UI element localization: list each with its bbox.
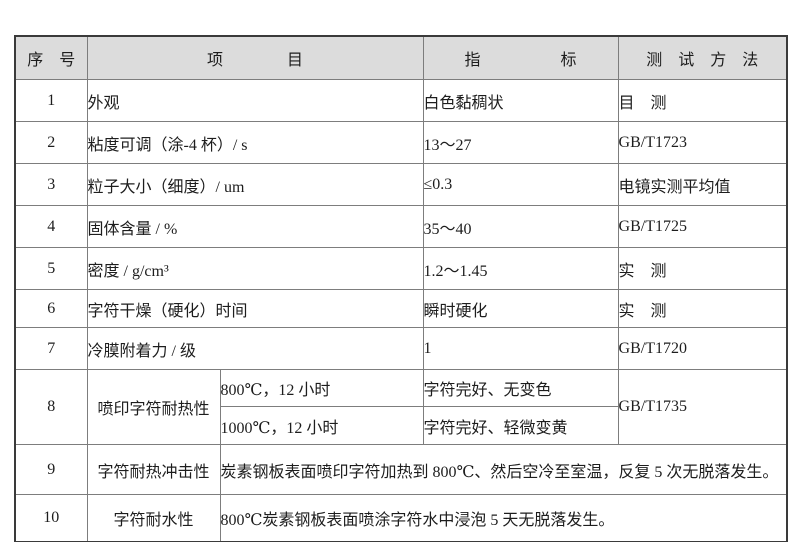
row-number: 4 bbox=[14, 205, 88, 248]
spec-cell: 字符完好、轻微变黄 bbox=[422, 406, 619, 445]
spec-table: 序 号 项 目 指 标 测 试 方 法 1 外观 白色黏稠状 目 测 2 粘度可… bbox=[14, 35, 789, 542]
row-number: 7 bbox=[14, 327, 88, 370]
table-row: 7 冷膜附着力 / 级 1 GB/T1720 bbox=[14, 327, 788, 370]
description-cell: 炭素钢板表面喷印字符加热到 800℃、然后空冷至室温，反复 5 次无脱落发生。 bbox=[219, 444, 788, 495]
item-cell: 字符耐热冲击性 bbox=[86, 444, 221, 495]
table-row: 5 密度 / g/cm³ 1.2～1.45 实 测 bbox=[14, 247, 788, 290]
row-number: 5 bbox=[14, 247, 88, 290]
table-row: 1000℃，12 小时 字符完好、轻微变黄 bbox=[15, 406, 787, 445]
item-cell: 字符干燥（硬化）时间 bbox=[86, 289, 424, 328]
spec-cell: 瞬时硬化 bbox=[422, 289, 619, 328]
row-number: 8 bbox=[14, 369, 88, 445]
item-cell: 固体含量 / % bbox=[86, 205, 424, 248]
condition-cell: 1000℃，12 小时 bbox=[219, 406, 424, 445]
row-number: 9 bbox=[14, 444, 88, 495]
table-row: 9 字符耐热冲击性 炭素钢板表面喷印字符加热到 800℃、然后空冷至室温，反复 … bbox=[14, 444, 788, 495]
table-row: 6 字符干燥（硬化）时间 瞬时硬化 实 测 bbox=[14, 289, 788, 328]
spec-cell: ≤0.3 bbox=[422, 163, 619, 206]
table-row: 10 字符耐水性 800℃炭素钢板表面喷涂字符水中浸泡 5 天无脱落发生。 bbox=[14, 494, 788, 542]
method-cell: 目 测 bbox=[617, 79, 788, 122]
item-cell: 外观 bbox=[86, 79, 424, 122]
header-cell-spec: 指 标 bbox=[422, 35, 619, 80]
spec-cell: 13～27 bbox=[422, 121, 619, 164]
method-cell: 实 测 bbox=[617, 247, 788, 290]
row-number: 3 bbox=[14, 163, 88, 206]
item-cell: 冷膜附着力 / 级 bbox=[86, 327, 424, 370]
header-cell-no: 序 号 bbox=[14, 35, 88, 80]
table-row: 1 外观 白色黏稠状 目 测 bbox=[14, 79, 788, 122]
spec-cell: 白色黏稠状 bbox=[422, 79, 619, 122]
item-cell: 密度 / g/cm³ bbox=[86, 247, 424, 290]
spec-cell: 1.2～1.45 bbox=[422, 247, 619, 290]
item-cell: 喷印字符耐热性 bbox=[86, 369, 221, 445]
header-row: 序 号 项 目 指 标 测 试 方 法 bbox=[14, 35, 788, 80]
header-cell-method: 测 试 方 法 bbox=[617, 35, 788, 80]
row-number: 6 bbox=[14, 289, 88, 328]
method-cell: 电镜实测平均值 bbox=[617, 163, 788, 206]
item-cell: 粘度可调（涂-4 杯）/ s bbox=[86, 121, 424, 164]
header-cell-item: 项 目 bbox=[86, 35, 424, 80]
spec-cell: 35～40 bbox=[422, 205, 619, 248]
table-row: 8 喷印字符耐热性 800℃，12 小时 字符完好、无变色 GB/T1735 bbox=[14, 369, 788, 445]
table-body: 1 外观 白色黏稠状 目 测 2 粘度可调（涂-4 杯）/ s 13～27 GB… bbox=[14, 79, 788, 542]
item-cell: 字符耐水性 bbox=[86, 494, 221, 542]
method-cell: 实 测 bbox=[617, 289, 788, 328]
table-header: 序 号 项 目 指 标 测 试 方 法 bbox=[14, 35, 788, 80]
method-cell: GB/T1725 bbox=[617, 205, 788, 248]
spec-cell: 字符完好、无变色 bbox=[422, 369, 619, 407]
row-number: 1 bbox=[14, 79, 88, 122]
table-row: 4 固体含量 / % 35～40 GB/T1725 bbox=[14, 205, 788, 248]
spec-cell: 1 bbox=[422, 327, 619, 370]
description-cell: 800℃炭素钢板表面喷涂字符水中浸泡 5 天无脱落发生。 bbox=[219, 494, 788, 542]
row-number: 10 bbox=[14, 494, 88, 542]
table-row: 3 粒子大小（细度）/ um ≤0.3 电镜实测平均值 bbox=[14, 163, 788, 206]
method-cell: GB/T1723 bbox=[617, 121, 788, 164]
row-number: 2 bbox=[14, 121, 88, 164]
method-cell: GB/T1720 bbox=[617, 327, 788, 370]
item-cell: 粒子大小（细度）/ um bbox=[86, 163, 424, 206]
method-cell: GB/T1735 bbox=[617, 369, 788, 445]
condition-cell: 800℃，12 小时 bbox=[219, 369, 424, 407]
table-row: 2 粘度可调（涂-4 杯）/ s 13～27 GB/T1723 bbox=[14, 121, 788, 164]
